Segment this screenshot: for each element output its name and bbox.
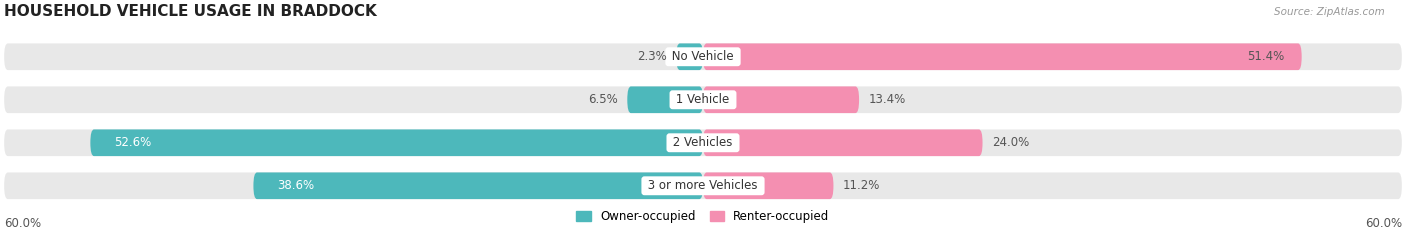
Text: 3 or more Vehicles: 3 or more Vehicles (644, 179, 762, 192)
FancyBboxPatch shape (253, 172, 703, 199)
Text: 51.4%: 51.4% (1247, 50, 1284, 63)
FancyBboxPatch shape (627, 86, 703, 113)
Text: 2 Vehicles: 2 Vehicles (669, 136, 737, 149)
Text: 11.2%: 11.2% (842, 179, 880, 192)
FancyBboxPatch shape (4, 129, 1402, 156)
Text: 2.3%: 2.3% (637, 50, 666, 63)
Text: No Vehicle: No Vehicle (668, 50, 738, 63)
FancyBboxPatch shape (703, 44, 1302, 70)
FancyBboxPatch shape (676, 44, 703, 70)
FancyBboxPatch shape (703, 172, 834, 199)
FancyBboxPatch shape (4, 172, 1402, 199)
FancyBboxPatch shape (4, 86, 1402, 113)
Text: HOUSEHOLD VEHICLE USAGE IN BRADDOCK: HOUSEHOLD VEHICLE USAGE IN BRADDOCK (4, 4, 377, 19)
FancyBboxPatch shape (4, 44, 1402, 70)
Text: 60.0%: 60.0% (4, 217, 41, 230)
Text: 24.0%: 24.0% (991, 136, 1029, 149)
Text: 13.4%: 13.4% (869, 93, 905, 106)
Text: Source: ZipAtlas.com: Source: ZipAtlas.com (1274, 7, 1385, 17)
FancyBboxPatch shape (703, 86, 859, 113)
Text: 52.6%: 52.6% (114, 136, 150, 149)
FancyBboxPatch shape (90, 129, 703, 156)
Text: 60.0%: 60.0% (1365, 217, 1402, 230)
Legend: Owner-occupied, Renter-occupied: Owner-occupied, Renter-occupied (572, 205, 834, 228)
FancyBboxPatch shape (703, 129, 983, 156)
Text: 6.5%: 6.5% (588, 93, 619, 106)
Text: 1 Vehicle: 1 Vehicle (672, 93, 734, 106)
Text: 38.6%: 38.6% (277, 179, 314, 192)
